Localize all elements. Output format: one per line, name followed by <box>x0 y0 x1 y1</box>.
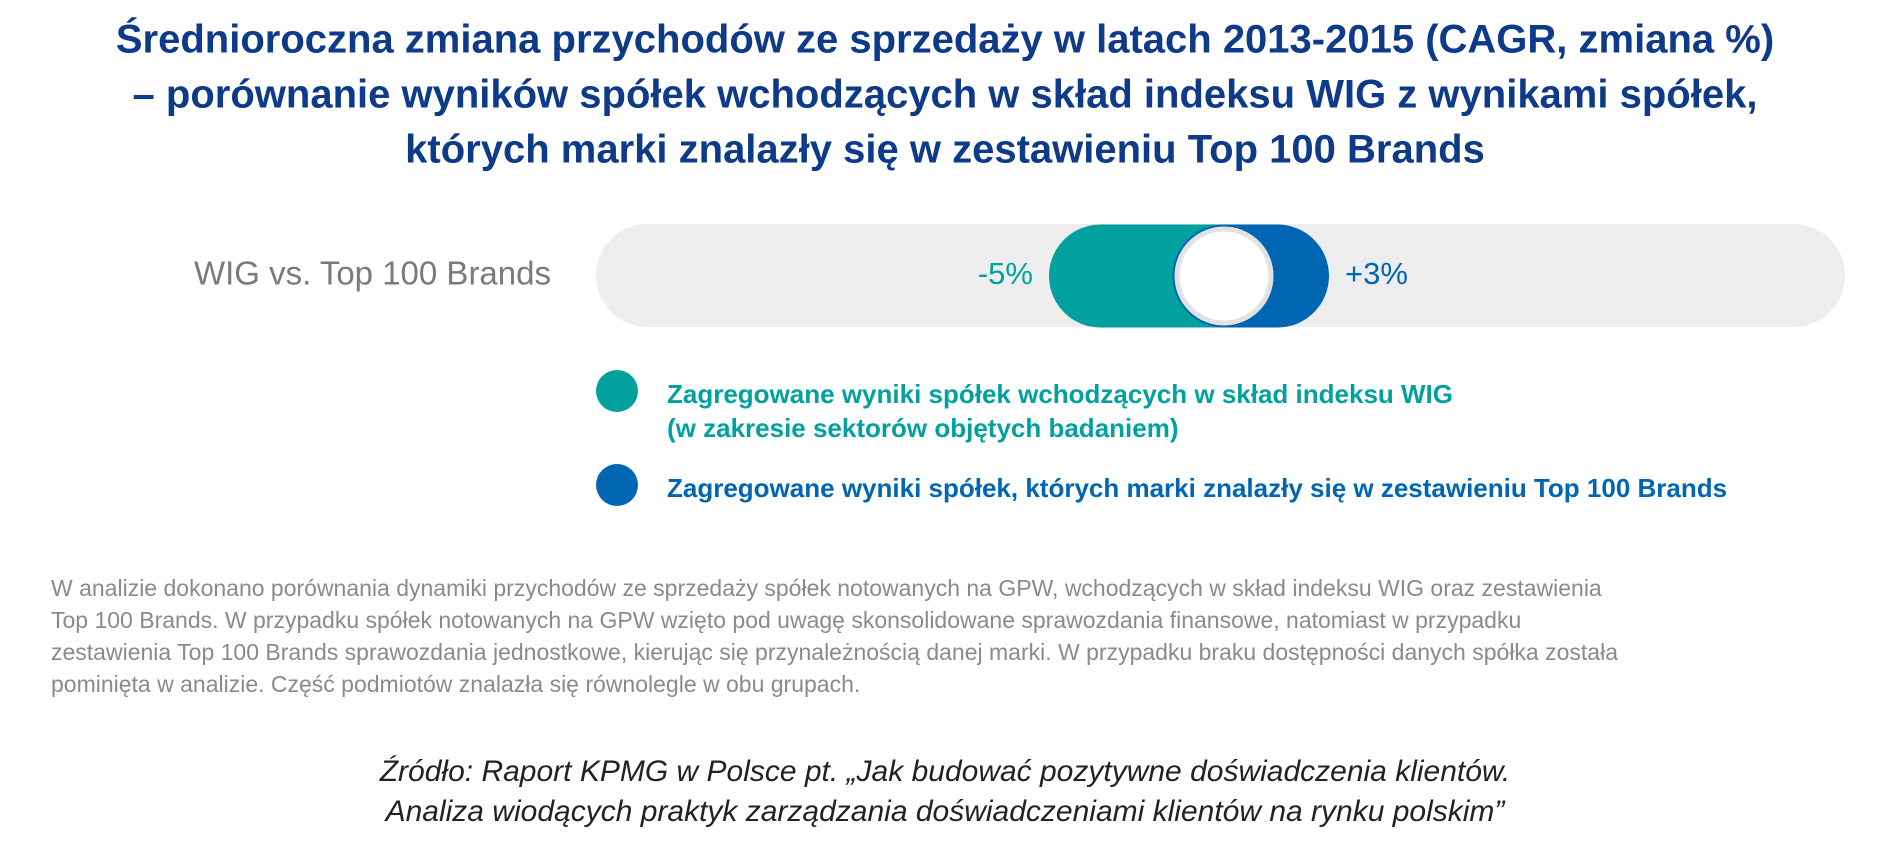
source: Źródło: Raport KPMG w Polsce pt. „Jak bu… <box>379 755 1511 788</box>
source: Analiza wiodących praktyk zarządzania do… <box>384 795 1507 828</box>
note: zestawienia Top 100 Brands sprawozdania … <box>51 639 1618 665</box>
chart-title: których marki znalazły się w zestawieniu… <box>405 128 1485 172</box>
chart-title: Średnioroczna zmiana przychodów ze sprze… <box>116 16 1774 62</box>
legend-label: (w zakresie sektorów objętych badaniem) <box>667 413 1179 443</box>
category-label: WIG vs. Top 100 Brands <box>194 255 551 292</box>
value-label: -5% <box>978 256 1033 291</box>
chart-title: – porównanie wyników spółek wchodzących … <box>133 73 1758 117</box>
value-label: +3% <box>1345 256 1408 291</box>
note: Top 100 Brands. W przypadku spółek notow… <box>51 607 1521 633</box>
note: W analizie dokonano porównania dynamiki … <box>51 575 1602 601</box>
legend-label: Zagregowane wyniki spółek, których marki… <box>667 473 1727 503</box>
center-knob <box>1174 226 1274 326</box>
legend-swatch <box>596 370 638 412</box>
legend-label: Zagregowane wyniki spółek wchodzących w … <box>667 379 1453 409</box>
note: pominięta w analizie. Część podmiotów zn… <box>51 671 860 697</box>
legend-swatch <box>596 464 638 506</box>
